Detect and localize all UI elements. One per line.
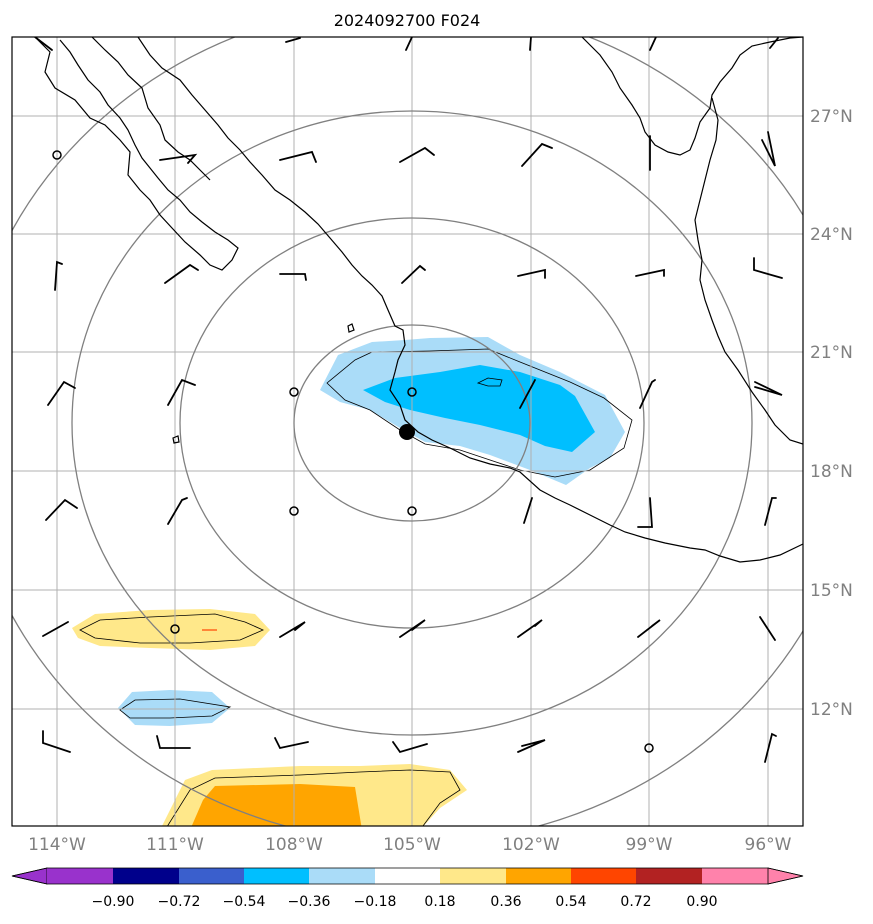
coastline-mexico-mainland: [137, 37, 803, 563]
calm-wind-circle: [407, 387, 417, 397]
lon-label-105: 105°W: [383, 835, 441, 855]
coastline-gulf-of-mexico: [581, 37, 803, 156]
storm-center-marker: [399, 424, 415, 440]
lon-label-102: 102°W: [502, 835, 560, 855]
colorbar-tick-label: 0.36: [490, 894, 521, 910]
colorbar-segment: [571, 868, 636, 884]
wind-barb: [42, 730, 777, 763]
colorbar-tick-label: −0.90: [92, 894, 135, 910]
coastline-gulf-of-mexico-west: [694, 97, 803, 445]
calm-wind-circle: [170, 624, 180, 634]
calm-wind-circle: [407, 506, 417, 516]
map-frame: [11, 36, 804, 827]
shaded-region-orange-south: [191, 784, 362, 826]
map-area: [12, 37, 803, 826]
colorbar-tick-label: −0.72: [158, 894, 201, 910]
lon-label-114: 114°W: [28, 835, 86, 855]
lat-label-27: 27°N: [810, 107, 853, 127]
wind-barb: [42, 616, 776, 641]
contour-line: [167, 769, 461, 826]
colorbar-segment: [702, 868, 768, 884]
colorbar: −0.90 −0.72 −0.54 −0.36 −0.18 0.18 0.36 …: [11, 867, 804, 910]
colorbar-segment: [636, 868, 702, 884]
colorbar-tick-label: −0.18: [354, 894, 397, 910]
lon-label-96: 96°W: [745, 835, 792, 855]
colorbar-tick-label: 0.90: [686, 894, 717, 910]
wind-barb: [54, 257, 783, 291]
coastline-island: [172, 435, 180, 444]
colorbar-tick-label: −0.36: [288, 894, 331, 910]
colorbar-segment: [375, 868, 440, 884]
colorbar-tick-label: −0.54: [223, 894, 266, 910]
wind-barb: [47, 378, 783, 409]
lon-label-111: 111°W: [146, 835, 204, 855]
colorbar-segment: [767, 867, 804, 885]
colorbar-segment: [440, 868, 506, 884]
lat-label-24: 24°N: [810, 225, 853, 245]
colorbar-segment: [506, 868, 571, 884]
colorbar-tick-label: 0.54: [555, 894, 586, 910]
coastline-baja-gulf: [91, 37, 211, 181]
contour-line: [119, 698, 232, 719]
contour-line: [79, 613, 264, 644]
calm-wind-circle: [289, 387, 299, 397]
shaded-region-blue: [363, 365, 595, 452]
calm-wind-circle: [644, 743, 654, 753]
shaded-region-light-blue-south: [118, 690, 230, 726]
colorbar-segment: [179, 868, 244, 884]
range-ring: [71, 110, 753, 736]
coastline-island: [347, 323, 355, 333]
colorbar-segment: [47, 868, 113, 884]
calm-wind-markers: [52, 150, 654, 753]
coastline-baja-pacific: [34, 37, 239, 271]
colorbar-segment: [244, 868, 309, 884]
lon-label-108: 108°W: [265, 835, 323, 855]
lat-label-15: 15°N: [810, 581, 853, 601]
range-ring: [293, 324, 531, 522]
wind-barb: [34, 37, 779, 51]
colorbar-tick-label: 0.72: [620, 894, 651, 910]
lon-axis-labels: 114°W 111°W 108°W 105°W 102°W 99°W 96°W: [28, 835, 792, 855]
lat-label-12: 12°N: [810, 700, 853, 720]
colorbar-outline: [11, 867, 804, 885]
colorbar-segment: [113, 868, 179, 884]
coastlines: [34, 37, 803, 563]
colorbar-tick-label: 0.18: [424, 894, 455, 910]
calm-wind-circle: [289, 506, 299, 516]
lat-label-21: 21°N: [810, 343, 853, 363]
wind-barb: [159, 131, 776, 171]
wind-barb: [45, 497, 777, 528]
map-title: 2024092700 F024: [334, 11, 481, 30]
wind-barbs: [34, 37, 783, 763]
calm-wind-circle: [52, 150, 62, 160]
lat-axis-labels: 12°N 15°N 18°N 21°N 24°N 27°N: [810, 107, 853, 720]
lat-label-18: 18°N: [810, 462, 853, 482]
contour-line: [476, 377, 503, 387]
colorbar-segment: [11, 867, 48, 885]
lon-label-99: 99°W: [626, 835, 673, 855]
colorbar-segment: [309, 868, 375, 884]
